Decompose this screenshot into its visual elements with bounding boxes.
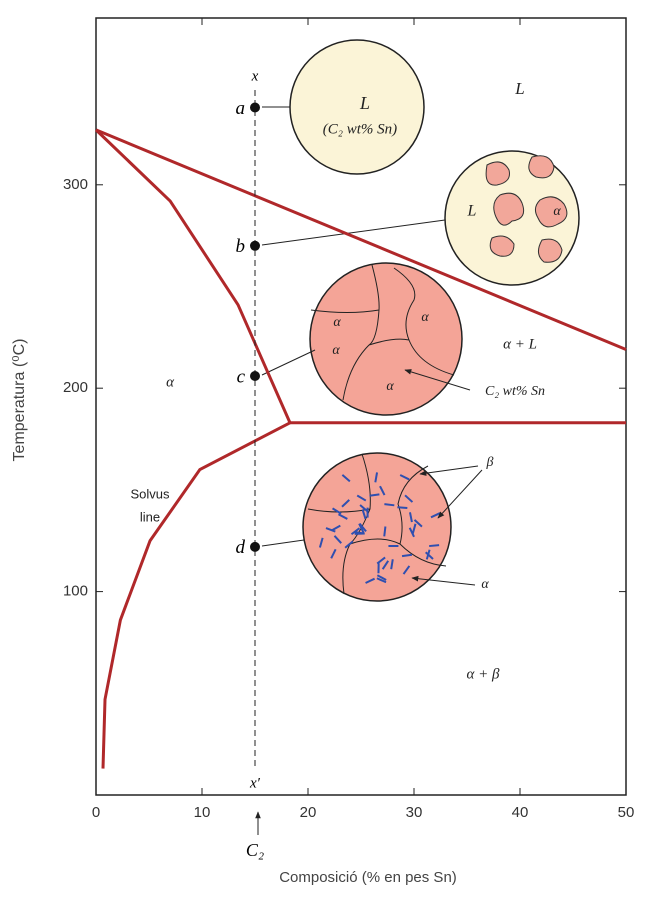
composition-marker-label: C₂	[246, 840, 264, 860]
beta-particle	[384, 526, 385, 536]
state-point-label: b	[236, 236, 246, 257]
annotation: line	[140, 509, 160, 524]
annotation: α	[481, 577, 489, 592]
phase-boundary	[103, 423, 290, 769]
state-point-label: c	[237, 366, 246, 387]
x-tick-label: 10	[194, 804, 211, 821]
y-tick-label: 300	[63, 176, 88, 193]
y-tick-label: 100	[63, 583, 88, 600]
annotation: L	[514, 79, 524, 98]
beta-particle	[369, 494, 379, 495]
annotation: α + L	[503, 336, 537, 352]
annotation: α	[333, 315, 341, 330]
composition-top-label: x	[251, 68, 259, 84]
beta-particle	[384, 504, 394, 505]
liquid-circle	[290, 40, 424, 174]
state-point	[250, 371, 260, 381]
leader-line	[262, 540, 304, 546]
state-point	[250, 241, 260, 251]
state-point-label: a	[236, 98, 246, 119]
state-point	[250, 102, 260, 112]
annotation: α	[332, 343, 340, 358]
x-tick-label: 20	[300, 804, 317, 821]
annotation: α	[421, 310, 429, 325]
composition-bottom-label: x′	[249, 775, 261, 791]
annotation: Solvus	[130, 486, 170, 501]
phase-boundary	[96, 130, 290, 423]
annotation: (C₂ wt% Sn)	[323, 121, 397, 137]
y-tick-label: 200	[63, 379, 88, 396]
y-axis-label: Temperatura (⁰C)	[11, 339, 28, 462]
x-tick-label: 50	[618, 804, 635, 821]
annotation: α	[553, 204, 561, 219]
beta-particle	[429, 545, 439, 546]
arrow	[420, 466, 478, 474]
leader-line	[262, 350, 315, 375]
leader-line	[262, 220, 445, 245]
x-tick-label: 0	[92, 804, 100, 821]
x-axis-label: Composició (% en pes Sn)	[279, 869, 457, 886]
microstructures	[258, 40, 579, 835]
beta-particle	[397, 507, 407, 508]
state-point-label: d	[236, 537, 246, 558]
x-tick-label: 40	[512, 804, 529, 821]
arrow	[438, 470, 482, 518]
x-tick-label: 30	[406, 804, 423, 821]
annotation: C₂ wt% Sn	[485, 384, 545, 399]
annotation: β	[486, 455, 494, 470]
annotation: α	[386, 379, 394, 394]
annotation: α + β	[467, 666, 500, 682]
state-point	[250, 542, 260, 552]
annotation: L	[359, 93, 370, 113]
annotation: α	[166, 374, 175, 390]
beta-particle	[402, 555, 412, 556]
annotation: L	[467, 203, 477, 220]
